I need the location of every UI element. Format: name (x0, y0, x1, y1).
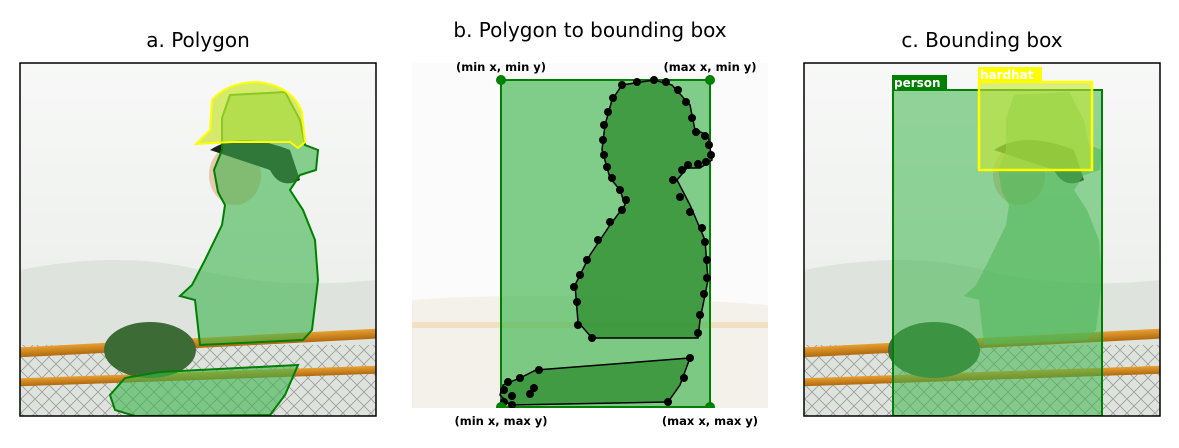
panel-a-title: a. Polygon (146, 28, 250, 52)
corner-bottom-left (496, 402, 506, 408)
corner-top-right (705, 75, 715, 85)
panel-c-frame (803, 62, 1161, 417)
label-min-x-max-y: (min x, max y) (454, 414, 547, 428)
hardhat-box (977, 80, 1094, 172)
polygon-vertices (500, 76, 715, 408)
corner-top-left (496, 75, 506, 85)
person-polygon (108, 90, 320, 416)
person-label: person (894, 76, 941, 90)
bbox-corners (496, 75, 715, 408)
watermelon (104, 322, 196, 378)
panel-c (804, 63, 1160, 416)
panel-a (20, 63, 376, 416)
label-max-x-max-y: (max x, max y) (662, 414, 758, 428)
label-max-x-min-y: (max x, min y) (663, 60, 756, 74)
label-min-x-min-y: (min x, min y) (456, 60, 546, 74)
person-label-bg (892, 75, 947, 90)
panel-b (412, 63, 768, 408)
hardhat-polygon (193, 80, 307, 150)
corner-bottom-right (705, 402, 715, 408)
panel-b-title: b. Polygon to bounding box (453, 18, 727, 42)
panel-a-frame (19, 62, 377, 417)
panel-c-title: c. Bounding box (901, 28, 1063, 52)
hardhat-label: hardhat (980, 68, 1034, 82)
hardhat-label-bg (978, 67, 1042, 82)
